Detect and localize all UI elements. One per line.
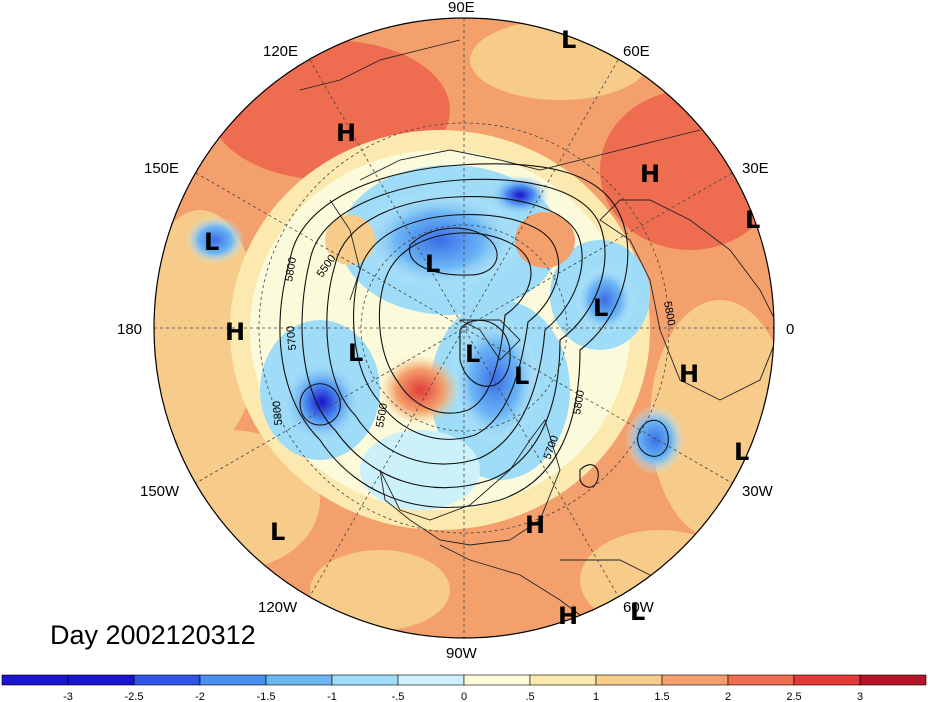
lon-label-30w: 30W bbox=[742, 483, 774, 500]
pressure-center-label: L bbox=[561, 26, 576, 54]
pressure-center-label: H bbox=[558, 602, 578, 630]
colorbar-tick-label: -.5 bbox=[392, 691, 405, 702]
pressure-center-label: H bbox=[225, 318, 245, 346]
colorbar-box bbox=[67, 674, 135, 686]
colorbar-box bbox=[397, 674, 465, 686]
colorbar-tick-label: 1 bbox=[593, 691, 599, 702]
lon-label-150w: 150W bbox=[140, 483, 180, 500]
lon-label-180: 180 bbox=[117, 321, 142, 338]
colorbar-tick-label: -2.5 bbox=[125, 691, 144, 702]
colorbar-box bbox=[793, 674, 861, 686]
colorbar-box bbox=[859, 674, 927, 686]
graticule bbox=[154, 18, 774, 638]
coastlines bbox=[299, 39, 774, 631]
colorbar-box bbox=[331, 674, 399, 686]
contour-label: 5800 bbox=[271, 400, 285, 425]
colorbar-tick-label: -1 bbox=[327, 691, 337, 702]
pressure-center-label: L bbox=[734, 438, 749, 466]
pressure-center-label: L bbox=[630, 598, 645, 626]
pressure-center-label: H bbox=[336, 119, 356, 147]
pressure-center-label: L bbox=[270, 518, 285, 546]
colorbar-box bbox=[595, 674, 663, 686]
colorbar-tick-label: .5 bbox=[525, 691, 534, 702]
colorbar-box bbox=[199, 674, 267, 686]
colorbar-box bbox=[661, 674, 729, 686]
pressure-center-label: L bbox=[425, 250, 440, 278]
pressure-center-label: L bbox=[348, 339, 363, 367]
pressure-center-label: L bbox=[593, 294, 608, 322]
pressure-center-label: H bbox=[525, 511, 545, 539]
contour-label: 5500 bbox=[374, 402, 390, 428]
lon-label-90e: 90E bbox=[448, 0, 475, 16]
pressure-center-label: L bbox=[745, 206, 760, 234]
polar-map: 5800 5500 5700 5800 5500 5700 5800 5800 … bbox=[117, 0, 794, 662]
colorbar-tick-label: 2.5 bbox=[786, 691, 801, 702]
lon-label-120e: 120E bbox=[263, 43, 298, 60]
map-title: Day 2002120312 bbox=[50, 620, 256, 650]
colorbar-box bbox=[727, 674, 795, 686]
colorbar-tick-label: 2 bbox=[725, 691, 731, 702]
colorbar-tick-label: -1.5 bbox=[257, 691, 276, 702]
pressure-center-label: L bbox=[465, 340, 480, 368]
lon-label-30e: 30E bbox=[742, 160, 769, 177]
longitude-labels: 90E 60E 30E 0 30W 60W 90W 120W 150W 180 … bbox=[117, 0, 794, 662]
pressure-center-label: H bbox=[640, 160, 660, 188]
colorbar-box bbox=[529, 674, 597, 686]
map-boundary bbox=[153, 17, 775, 639]
colorbar-tick-label: 1.5 bbox=[654, 691, 669, 702]
colorbar-box bbox=[1, 674, 69, 686]
colorbar-tick-label: -3 bbox=[63, 691, 73, 702]
colorbar-tick-label: -2 bbox=[195, 691, 205, 702]
lon-label-60e: 60E bbox=[623, 43, 650, 60]
colorbar: -3 -2.5 -2 -1.5 -1 -.5 0 .5 1 1.5 2 2.5 3 bbox=[1, 674, 927, 702]
contour-label: 5800 bbox=[661, 300, 677, 326]
lon-label-0: 0 bbox=[786, 321, 794, 338]
colorbar-box bbox=[265, 674, 333, 686]
lon-label-120w: 120W bbox=[258, 599, 298, 616]
contour-label: 5800 bbox=[283, 256, 299, 282]
colorbar-ticks: -3 -2.5 -2 -1.5 -1 -.5 0 .5 1 1.5 2 2.5 3 bbox=[63, 691, 863, 702]
colorbar-tick-label: 3 bbox=[857, 691, 863, 702]
contour-label: 5800 bbox=[571, 389, 587, 415]
pressure-center-label: L bbox=[514, 362, 529, 390]
lon-label-150e: 150E bbox=[144, 160, 179, 177]
contour-label-group: 5800 5500 5700 5800 5500 5700 5800 5800 bbox=[271, 253, 677, 461]
pressure-center-label: H bbox=[679, 360, 699, 388]
colorbar-box bbox=[463, 674, 531, 686]
pressure-centers: L H H L L L H L L L L H L L H H L bbox=[204, 26, 760, 630]
colorbar-tick-label: 0 bbox=[461, 691, 467, 702]
pressure-center-label: L bbox=[204, 228, 219, 256]
colorbar-boxes bbox=[1, 674, 927, 686]
colorbar-box bbox=[133, 674, 201, 686]
lon-label-90w: 90W bbox=[446, 645, 478, 662]
lon-label-60w: 60W bbox=[623, 599, 655, 616]
contour-label: 5700 bbox=[285, 325, 299, 350]
height-contours bbox=[279, 163, 669, 509]
